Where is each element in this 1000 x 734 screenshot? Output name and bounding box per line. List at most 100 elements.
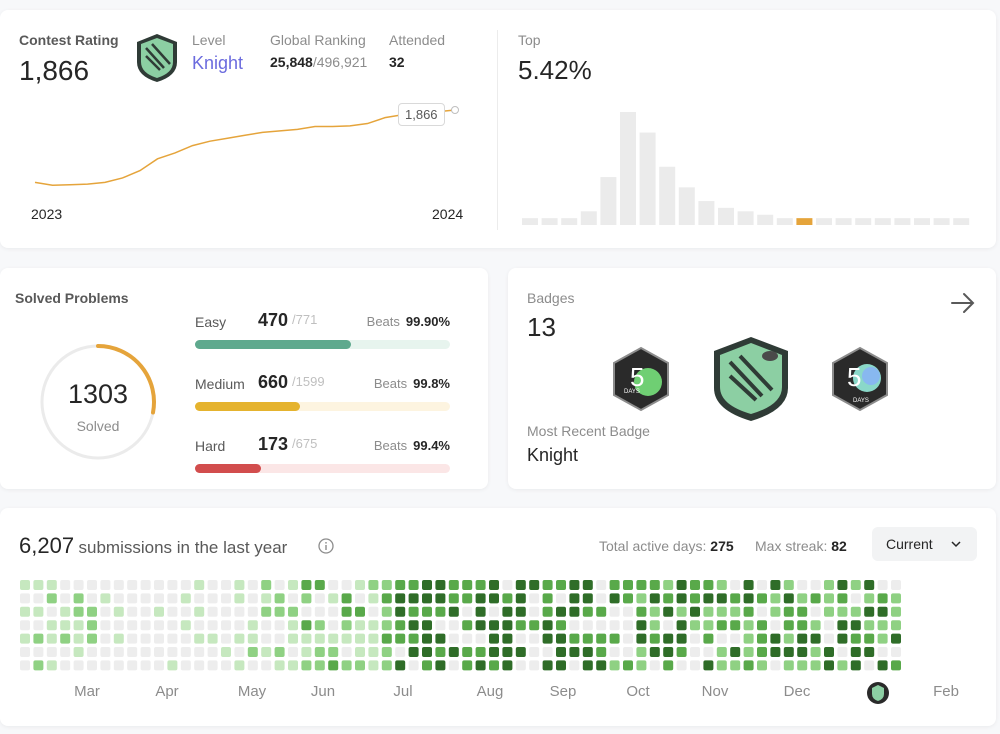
- heatmap-cell: [408, 620, 419, 631]
- rating-point-latest: [451, 106, 459, 114]
- heatmap-cell: [60, 633, 71, 644]
- rating-line-chart[interactable]: [30, 100, 470, 200]
- heatmap-cell: [770, 606, 781, 617]
- difficulty-row-hard[interactable]: Hard 173 /675 Beats 99.4%: [195, 434, 450, 474]
- heatmap-cell: [743, 660, 754, 671]
- heatmap-cell: [355, 647, 365, 657]
- difficulty-row-easy[interactable]: Easy 470 /771 Beats 99.90%: [195, 310, 450, 350]
- heatmap-cell: [649, 660, 660, 671]
- heatmap-cell: [743, 633, 754, 644]
- heatmap-cell: [221, 606, 231, 617]
- heatmap-cell: [596, 593, 607, 604]
- global-rank: 25,848: [270, 54, 313, 70]
- heatmap-cell: [703, 593, 714, 604]
- heatmap-cell: [489, 580, 499, 590]
- fifty-days-badge-1[interactable]: 5 DAYS: [610, 346, 672, 412]
- month-label: Dec: [783, 683, 811, 700]
- global-total: /496,921: [312, 54, 368, 70]
- heatmap-cell: [140, 633, 151, 644]
- heatmap-cell: [355, 660, 365, 671]
- solved-total-label: Solved: [76, 418, 120, 434]
- heatmap-cell: [328, 660, 339, 671]
- heatmap-cell: [448, 620, 459, 631]
- badge3-digit: 5: [847, 362, 861, 392]
- heatmap-cell: [314, 620, 325, 631]
- heatmap-cell: [167, 647, 178, 657]
- difficulty-row-medium[interactable]: Medium 660 /1599 Beats 99.8%: [195, 372, 450, 412]
- heatmap-cell: [703, 633, 714, 644]
- fifty-days-badge-2[interactable]: 5 DAYS: [829, 346, 891, 412]
- heatmap-cell: [422, 620, 432, 631]
- heatmap-cell: [274, 660, 285, 671]
- knight-badge-large[interactable]: [710, 334, 792, 424]
- heatmap-cell: [448, 606, 459, 617]
- heatmap-cell: [542, 633, 553, 644]
- heatmap-cell: [623, 647, 633, 657]
- heatmap-cell: [33, 660, 44, 671]
- heatmap-cell: [837, 633, 848, 644]
- heatmap-cell: [368, 580, 379, 590]
- heatmap-cell: [636, 620, 647, 631]
- heatmap-cell: [757, 660, 767, 671]
- heatmap-cell: [757, 580, 767, 590]
- heatmap-cell: [234, 647, 245, 657]
- badges-arrow-icon[interactable]: [948, 288, 978, 318]
- heatmap-cell: [33, 647, 44, 657]
- heatmap-cell: [234, 660, 245, 671]
- heatmap-cell: [154, 660, 164, 671]
- heatmap-cell: [20, 633, 30, 644]
- heatmap-cell: [770, 593, 781, 604]
- heatmap-cell: [288, 633, 298, 644]
- heatmap-cell: [167, 660, 178, 671]
- heatmap-cell: [194, 633, 205, 644]
- max-streak-label: Max streak:: [755, 538, 828, 554]
- heatmap-cell: [716, 593, 727, 604]
- heatmap-cell: [623, 633, 633, 644]
- year-select[interactable]: Current: [872, 527, 977, 561]
- heatmap-cell: [716, 606, 727, 617]
- attended-label: Attended: [389, 32, 446, 48]
- level-label: Level: [192, 32, 226, 48]
- heatmap-cell: [569, 580, 580, 590]
- heatmap-cell: [288, 606, 298, 617]
- heatmap-cell: [328, 620, 339, 631]
- heatmap-cell: [341, 647, 352, 657]
- submissions-count: 6,207: [19, 533, 75, 558]
- heatmap-cell: [435, 580, 446, 590]
- heatmap-cell: [502, 606, 513, 617]
- heatmap-cell: [247, 580, 258, 590]
- badges-title: Badges: [527, 290, 575, 306]
- rating-distribution-chart[interactable]: [520, 110, 975, 225]
- heatmap-cell: [328, 593, 339, 604]
- heatmap-cell: [73, 580, 84, 590]
- heatmap-cell: [556, 647, 566, 657]
- submission-heatmap: [20, 580, 901, 671]
- heatmap-cell: [127, 580, 138, 590]
- heatmap-cell: [636, 647, 647, 657]
- difficulty-total: /771: [292, 312, 318, 327]
- heatmap-cell: [609, 593, 620, 604]
- heatmap-cell: [328, 580, 339, 590]
- solved-problems-card: Solved Problems 1303 Solved Easy 470 /77…: [0, 268, 488, 489]
- heatmap-cell: [837, 593, 848, 604]
- heatmap-cell: [154, 593, 164, 604]
- distribution-bar: [816, 218, 832, 225]
- rating-line: [34, 109, 456, 187]
- heatmap-cell: [341, 633, 352, 644]
- month-label: Jul: [393, 683, 413, 700]
- heatmap-cell: [891, 580, 901, 590]
- section-divider: [497, 30, 498, 230]
- info-icon[interactable]: [318, 538, 334, 554]
- heatmap-cell: [730, 633, 741, 644]
- heatmap-cell: [743, 593, 754, 604]
- heatmap-cell: [20, 593, 30, 604]
- heatmap-cell: [154, 620, 164, 631]
- heatmap-cell: [140, 620, 151, 631]
- heatmap-cell: [636, 580, 647, 590]
- heatmap-cell: [100, 593, 111, 604]
- beats-value: 99.4%: [413, 438, 450, 453]
- heatmap-cell: [891, 647, 901, 657]
- heatmap-cell: [288, 620, 298, 631]
- month-label: Apr: [155, 683, 179, 700]
- heatmap-cell: [341, 593, 352, 604]
